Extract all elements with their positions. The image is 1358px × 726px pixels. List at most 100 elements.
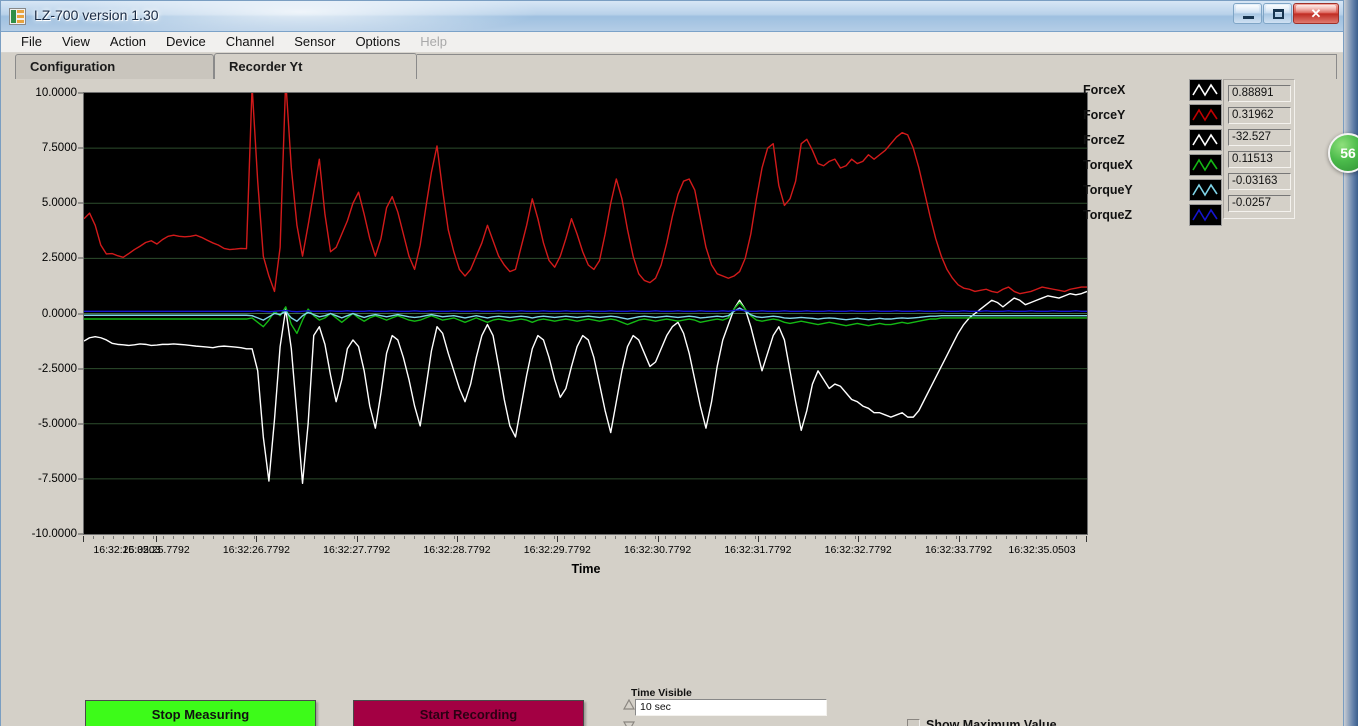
maximize-button[interactable] (1263, 3, 1292, 24)
start-recording-button[interactable]: Start Recording (353, 700, 584, 726)
value-forcey[interactable]: 0.31962 (1228, 107, 1291, 124)
x-axis-minor-tick (1045, 536, 1047, 539)
x-axis-minor-tick (614, 536, 616, 539)
menu-item-action[interactable]: Action (109, 34, 147, 49)
value-torquez[interactable]: -0.0257 (1228, 195, 1291, 212)
tab-recorder-yt[interactable]: Recorder Yt (214, 53, 417, 79)
x-axis-minor-tick (1035, 536, 1037, 539)
graph-area: 10.0000 7.5000 5.0000 2.5000 0.0000 -2.5000 -5… (13, 87, 1089, 672)
x-axis-minor-tick (945, 536, 947, 539)
x-axis-minor-tick (785, 536, 787, 539)
legend-label-torquey: TorqueY (1083, 183, 1133, 197)
x-axis-minor-tick (123, 536, 125, 539)
x-axis-minor-tick (293, 536, 295, 539)
y-axis-tick-mark (78, 313, 83, 314)
legend-row[interactable]: ForceZ (1083, 129, 1125, 151)
y-axis-tick-label: -5.0000 (37, 417, 77, 430)
legend-row[interactable]: TorqueY (1083, 179, 1133, 201)
x-axis-minor-tick (684, 536, 686, 539)
show-maximum-value-checkbox[interactable] (907, 718, 920, 726)
value-torquex[interactable]: 0.11513 (1228, 151, 1291, 168)
legend-swatch-torquez[interactable] (1189, 204, 1222, 226)
x-axis-major-tick (83, 536, 84, 542)
x-axis-minor-tick (815, 536, 817, 539)
increment-arrow-icon[interactable] (623, 699, 635, 711)
x-axis-minor-tick (253, 536, 255, 539)
waveform-glyph-icon (1192, 83, 1218, 97)
legend-label-forcey: ForceY (1083, 108, 1126, 122)
value-forcez[interactable]: -32.527 (1228, 129, 1291, 146)
x-axis-minor-tick (373, 536, 375, 539)
y-axis-tick-label: 7.5000 (41, 142, 77, 155)
menu-item-view[interactable]: View (61, 34, 90, 49)
x-axis-minor-tick (163, 536, 165, 539)
tab-strip-filler (417, 54, 1337, 79)
x-axis-minor-tick (765, 536, 767, 539)
legend-row[interactable]: TorqueX (1083, 154, 1133, 176)
title-bar: LZ-700 version 1.30 ✕ (1, 1, 1343, 32)
show-maximum-value-control[interactable]: Show Maximum Value (907, 718, 1057, 726)
window-buttons: ✕ (1233, 3, 1339, 24)
tab-configuration[interactable]: Configuration (15, 54, 214, 79)
x-axis-minor-tick (1015, 536, 1017, 539)
value-forcex[interactable]: 0.88891 (1228, 85, 1291, 102)
x-axis-minor-tick (534, 536, 536, 539)
x-axis-minor-tick (544, 536, 546, 539)
x-axis-minor-tick (875, 536, 877, 539)
x-axis-minor-tick (133, 536, 135, 539)
x-axis-tick-label: 16:32:30.7792 (624, 544, 692, 556)
plot-canvas[interactable] (83, 92, 1088, 535)
close-button[interactable]: ✕ (1293, 3, 1339, 24)
x-axis-major-tick (1086, 536, 1087, 542)
legend-swatch-forcez[interactable] (1189, 129, 1222, 151)
y-axis-tick-label: 5.0000 (41, 197, 77, 210)
legend-swatch-torquey[interactable] (1189, 179, 1222, 201)
x-axis-minor-tick (233, 536, 235, 539)
legend-row[interactable]: ForceX (1083, 79, 1125, 101)
menu-item-channel[interactable]: Channel (225, 34, 275, 49)
x-axis-minor-tick (594, 536, 596, 539)
x-axis-minor-tick (965, 536, 967, 539)
series-line-torquey (84, 307, 1087, 322)
x-axis-minor-tick (654, 536, 656, 539)
x-axis-minor-tick (1055, 536, 1057, 539)
notification-badge[interactable]: 56 (1328, 133, 1358, 173)
plot-legend: ForceX ForceY ForceZ TorqueX TorqueY TorqueZ (1083, 79, 1293, 239)
legend-row[interactable]: ForceY (1083, 104, 1125, 126)
x-axis-minor-tick (223, 536, 225, 539)
legend-swatch-forcex[interactable] (1189, 79, 1222, 101)
x-axis-tick-label: 16:32:27.7792 (323, 544, 391, 556)
decrement-arrow-icon[interactable] (623, 720, 635, 726)
legend-swatch-torquex[interactable] (1189, 154, 1222, 176)
x-axis-major-tick (457, 536, 459, 542)
x-axis-minor-tick (464, 536, 466, 539)
time-visible-input[interactable]: 10 sec (635, 699, 827, 716)
series-line-forcey (84, 93, 1087, 295)
x-axis-minor-tick (744, 536, 746, 539)
x-axis-major-tick (757, 536, 759, 542)
stop-measuring-button[interactable]: Stop Measuring (85, 700, 316, 726)
legend-swatch-forcey[interactable] (1189, 104, 1222, 126)
value-torquey[interactable]: -0.03163 (1228, 173, 1291, 190)
minimize-button[interactable] (1233, 3, 1262, 24)
x-axis-minor-tick (193, 536, 195, 539)
x-axis-minor-tick (504, 536, 506, 539)
legend-row[interactable]: TorqueZ (1083, 204, 1132, 226)
x-axis-tick-label: 16:32:25.0503 (93, 544, 161, 556)
menu-item-file[interactable]: File (21, 34, 42, 49)
menu-item-sensor[interactable]: Sensor (294, 34, 336, 49)
y-axis-tick-mark (78, 423, 83, 425)
x-axis-tick-label: 16:32:33.7792 (924, 544, 993, 556)
menu-item-options[interactable]: Options (355, 34, 401, 49)
y-axis-tick-label: -10.0000 (31, 528, 77, 540)
x-axis-minor-tick (353, 536, 355, 539)
x-axis-minor-tick (554, 536, 556, 539)
menu-item-device[interactable]: Device (166, 34, 206, 49)
x-axis-major-tick (356, 536, 358, 542)
window-title: LZ-700 version 1.30 (34, 7, 159, 23)
menu-item-help: Help (420, 34, 447, 49)
x-axis-minor-tick (424, 536, 426, 539)
x-axis-minor-tick (494, 536, 496, 539)
x-axis-tick-label: 16:32:31.7792 (724, 544, 792, 556)
x-axis-minor-tick (484, 536, 486, 539)
